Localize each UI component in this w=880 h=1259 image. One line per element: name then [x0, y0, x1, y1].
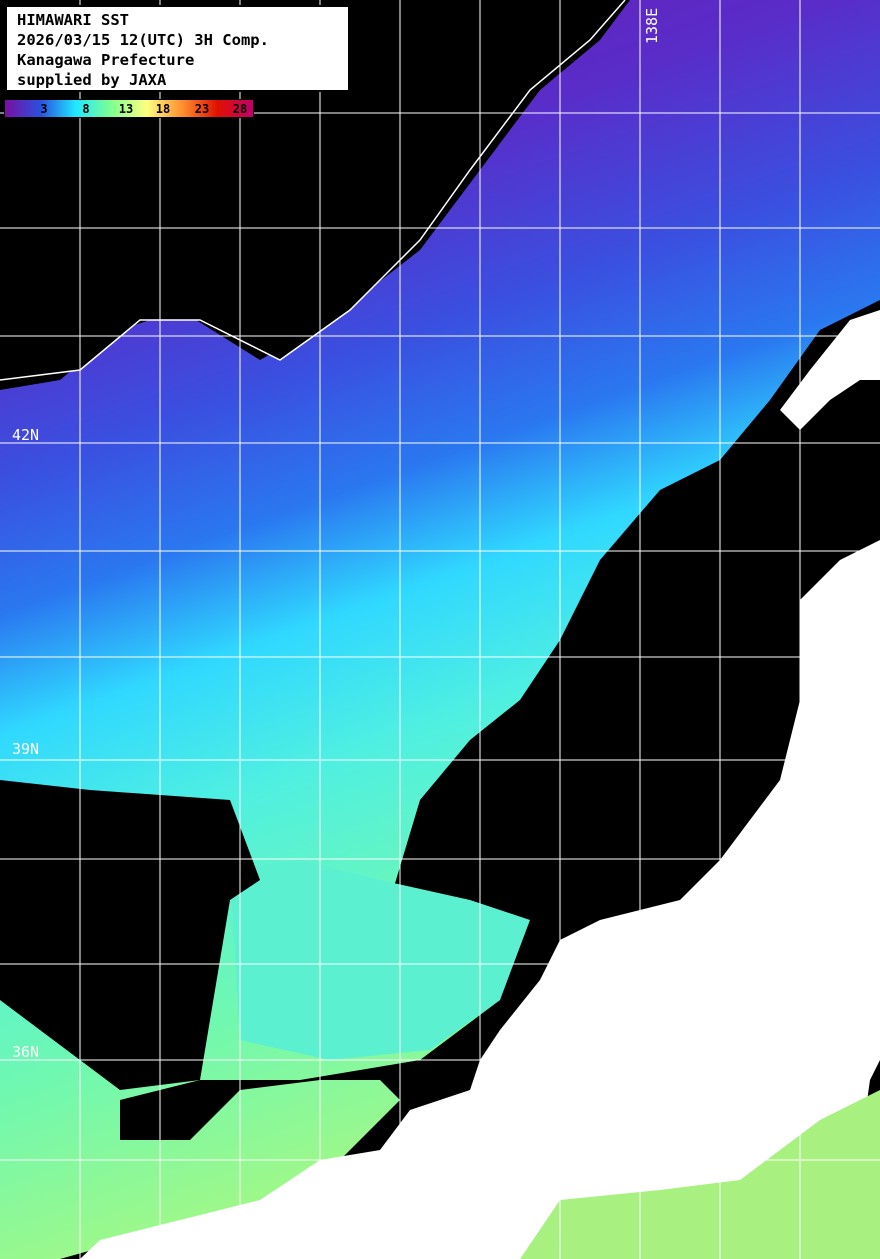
supplier-line: supplied by JAXA — [17, 71, 167, 89]
colorbar-tick: 23 — [194, 102, 210, 116]
land-honshu — [80, 540, 880, 1259]
land-hokkaido — [780, 310, 880, 430]
colorbar-tick: 28 — [232, 102, 248, 116]
colorbar-tick: 13 — [118, 102, 134, 116]
latitude-label: 42N — [12, 426, 40, 444]
temperature-colorbar: 3 8 13 18 23 28 — [4, 99, 254, 118]
latitude-label: 39N — [12, 740, 40, 758]
title-box: HIMAWARI SST 2026/03/15 12(UTC) 3H Comp.… — [5, 5, 350, 92]
date-line: 2026/03/15 12(UTC) 3H Comp. — [17, 31, 269, 49]
land-continent — [0, 0, 620, 380]
sea-south-coast — [520, 1090, 880, 1259]
longitude-label: 138E — [643, 7, 661, 44]
colorbar-tick: 3 — [40, 102, 48, 116]
colorbar-tick: 8 — [82, 102, 90, 116]
coastline-continent — [0, 0, 626, 381]
latitude-label: 36N — [12, 1043, 40, 1061]
source-line: Kanagawa Prefecture — [17, 51, 195, 69]
no-data-patch — [0, 780, 260, 1090]
title-line: HIMAWARI SST — [17, 11, 129, 29]
colorbar-tick: 18 — [155, 102, 171, 116]
mid-sea-patch — [230, 860, 530, 1060]
